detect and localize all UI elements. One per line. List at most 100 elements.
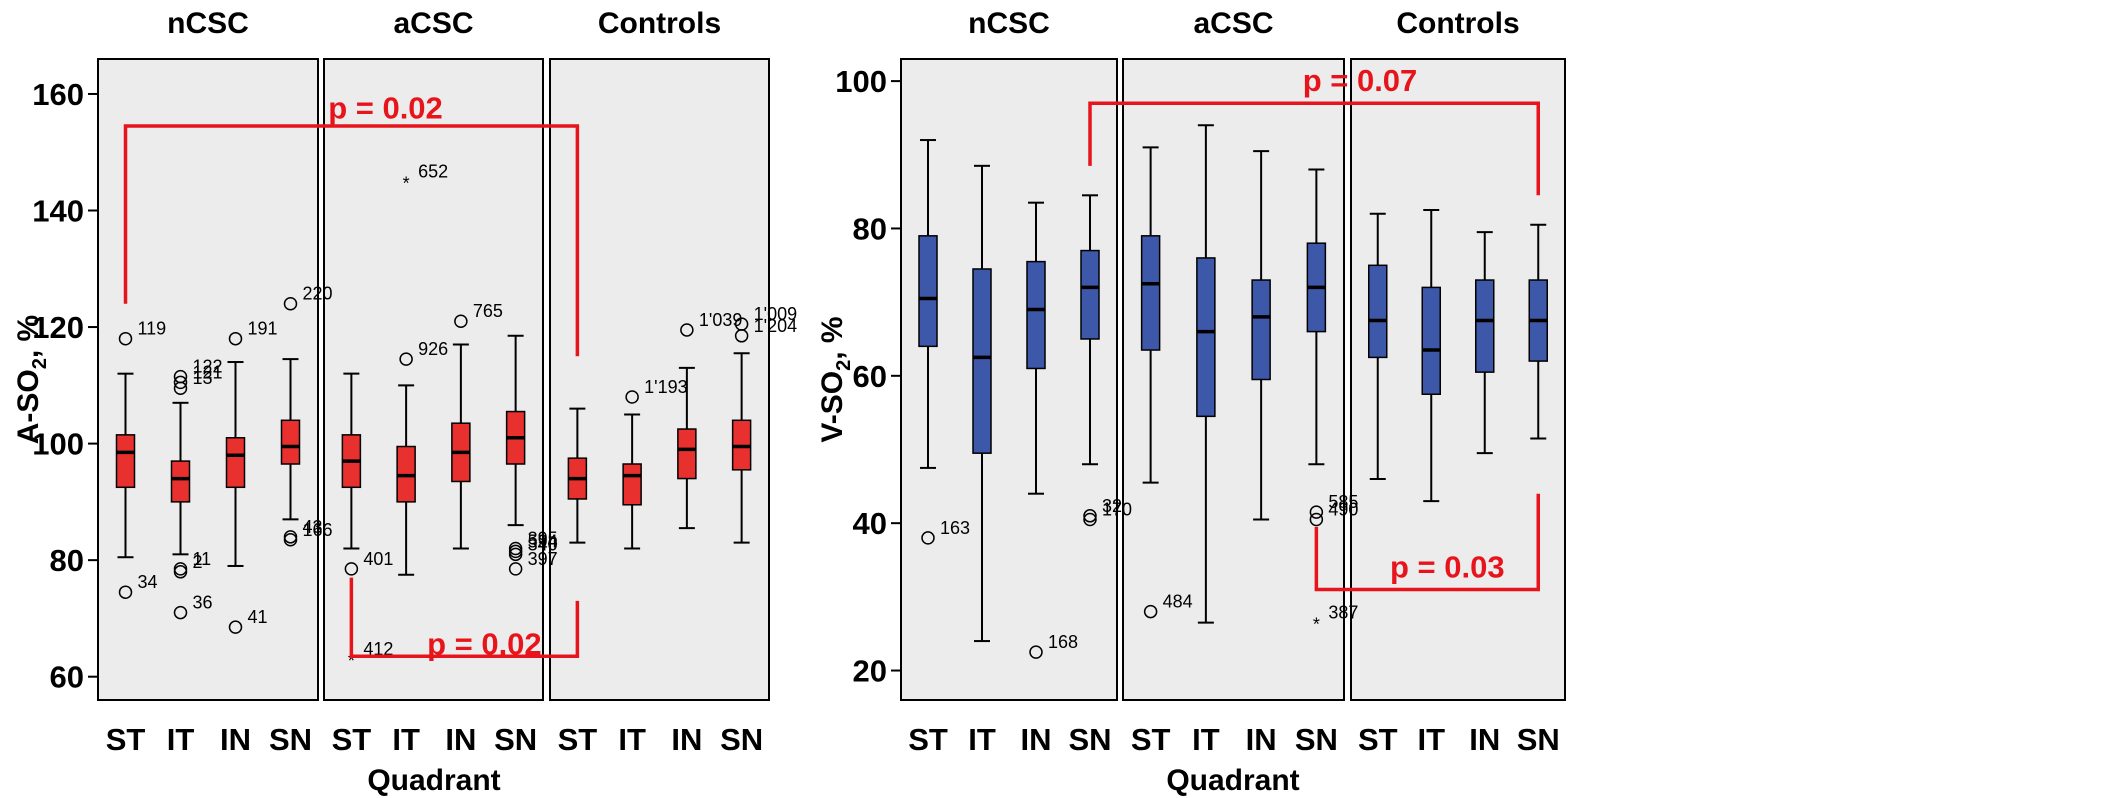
x-tick-label: SN bbox=[494, 722, 537, 757]
x-tick-label: SN bbox=[1517, 722, 1560, 757]
y-tick-label: 80 bbox=[50, 543, 84, 578]
box-Controls-SN bbox=[1528, 223, 1548, 440]
panel-1 bbox=[900, 58, 1118, 701]
x-tick-label: IN bbox=[1021, 722, 1052, 757]
significance-bracket bbox=[349, 577, 580, 659]
outlier-label: 43 bbox=[303, 517, 323, 537]
outlier-point bbox=[625, 390, 639, 404]
outlier-point bbox=[508, 562, 523, 576]
x-tick-label: IT bbox=[968, 722, 996, 757]
x-tick-label: IN bbox=[671, 722, 702, 757]
outlier-point bbox=[508, 547, 523, 562]
box-Controls-ST bbox=[567, 407, 588, 544]
x-tick-label: ST bbox=[106, 722, 146, 757]
x-tick-label: IT bbox=[1417, 722, 1445, 757]
outlier-label: 401 bbox=[363, 549, 393, 569]
outlier-point bbox=[228, 620, 243, 634]
outlier-point bbox=[1309, 505, 1324, 519]
outlier-point bbox=[921, 531, 935, 545]
x-tick-label: ST bbox=[1358, 722, 1398, 757]
box-aCSC-IT bbox=[1196, 124, 1216, 624]
outlier-label: 119 bbox=[138, 319, 167, 339]
outlier-point bbox=[399, 352, 413, 366]
p-value-label: p = 0.07 bbox=[1303, 63, 1418, 98]
y-tick-label: 140 bbox=[32, 194, 84, 229]
outlier-point bbox=[1083, 512, 1097, 527]
box-nCSC-ST: 163 bbox=[918, 139, 970, 545]
outlier-point bbox=[173, 381, 188, 395]
box-iqr bbox=[225, 437, 246, 489]
box-nCSC-ST: 119 34 bbox=[115, 319, 167, 599]
outlier-star: * bbox=[348, 651, 355, 671]
box-iqr bbox=[1196, 257, 1216, 418]
box-Controls-IT: 1'193 bbox=[622, 377, 688, 550]
x-tick-label: IT bbox=[167, 722, 195, 757]
outlier-label: 34 bbox=[138, 572, 158, 592]
x-tick-label: IN bbox=[1246, 722, 1277, 757]
outlier-label: 340 bbox=[528, 534, 558, 554]
y-tick-label: 160 bbox=[32, 77, 84, 112]
outlier-label: 765 bbox=[473, 301, 503, 321]
group-label: nCSC bbox=[167, 7, 249, 40]
outlier-label: 41 bbox=[248, 607, 268, 627]
box-iqr bbox=[170, 460, 191, 503]
box-aCSC-IN bbox=[1251, 150, 1271, 521]
outlier-label: 1'009 bbox=[754, 304, 797, 324]
significance-bracket bbox=[1088, 101, 1540, 196]
p-value-label: p = 0.03 bbox=[1390, 549, 1505, 584]
box-iqr bbox=[280, 419, 301, 465]
x-tick-label: SN bbox=[720, 722, 763, 757]
box-iqr bbox=[918, 235, 938, 348]
x-tick-label: ST bbox=[1131, 722, 1171, 757]
y-tick-label: 20 bbox=[853, 654, 887, 689]
panel-2 bbox=[323, 58, 544, 701]
outlier-label: 168 bbox=[1048, 632, 1078, 652]
x-tick-label: ST bbox=[908, 722, 948, 757]
x-tick-label: IT bbox=[1192, 722, 1220, 757]
outlier-star: * bbox=[1313, 615, 1320, 635]
outlier-label: 32 bbox=[1102, 496, 1122, 516]
panel-2 bbox=[1122, 58, 1345, 701]
outlier-point bbox=[228, 331, 243, 346]
box-iqr bbox=[115, 434, 136, 489]
x-tick-label: SN bbox=[1295, 722, 1338, 757]
outlier-label: 220 bbox=[303, 284, 333, 304]
outlier-label: 191 bbox=[248, 319, 278, 339]
box-iqr bbox=[972, 268, 992, 454]
outlier-label: 166 bbox=[303, 520, 333, 540]
y-tick-label: 60 bbox=[853, 359, 887, 394]
box-aCSC-IT: * 652 926 bbox=[396, 161, 448, 576]
panel-3 bbox=[1350, 58, 1566, 701]
x-tick-label: IT bbox=[392, 722, 420, 757]
panel-1 bbox=[97, 58, 319, 701]
x-axis-title: Quadrant bbox=[1166, 764, 1299, 797]
x-tick-label: IN bbox=[445, 722, 476, 757]
box-iqr bbox=[1080, 249, 1100, 340]
box-Controls-ST bbox=[1368, 212, 1388, 480]
box-iqr bbox=[677, 428, 697, 480]
x-tick-label: ST bbox=[558, 722, 598, 757]
chart-2: 20 40 60 80 100 nCSC aCSC Controls 163 ST IT 168 IN 3… bbox=[816, 7, 1566, 797]
p-value-label: p = 0.02 bbox=[427, 627, 542, 662]
box-iqr bbox=[1421, 286, 1441, 395]
group-label: Controls bbox=[598, 7, 721, 40]
outlier-point bbox=[1029, 645, 1043, 659]
x-tick-label: IN bbox=[1469, 722, 1500, 757]
box-Controls-IN: 1'039 bbox=[677, 310, 742, 530]
box-aCSC-IN: 765 bbox=[451, 301, 503, 550]
outlier-label: 2 bbox=[193, 552, 203, 572]
group-label: aCSC bbox=[1193, 7, 1273, 40]
x-axis-title: Quadrant bbox=[367, 764, 500, 797]
box-aCSC-ST: 484 bbox=[1140, 146, 1193, 619]
outlier-label: 387 bbox=[1328, 603, 1358, 623]
p-value-label: p = 0.02 bbox=[328, 91, 443, 126]
outlier-label: 926 bbox=[418, 339, 448, 359]
outlier-point bbox=[173, 565, 188, 579]
outlier-label: 397 bbox=[528, 549, 558, 569]
chart-1: 60 80 100 120 140 160 nCSC aCSC Controls 119 34 ST 1… bbox=[12, 7, 797, 797]
box-iqr bbox=[1368, 264, 1388, 359]
